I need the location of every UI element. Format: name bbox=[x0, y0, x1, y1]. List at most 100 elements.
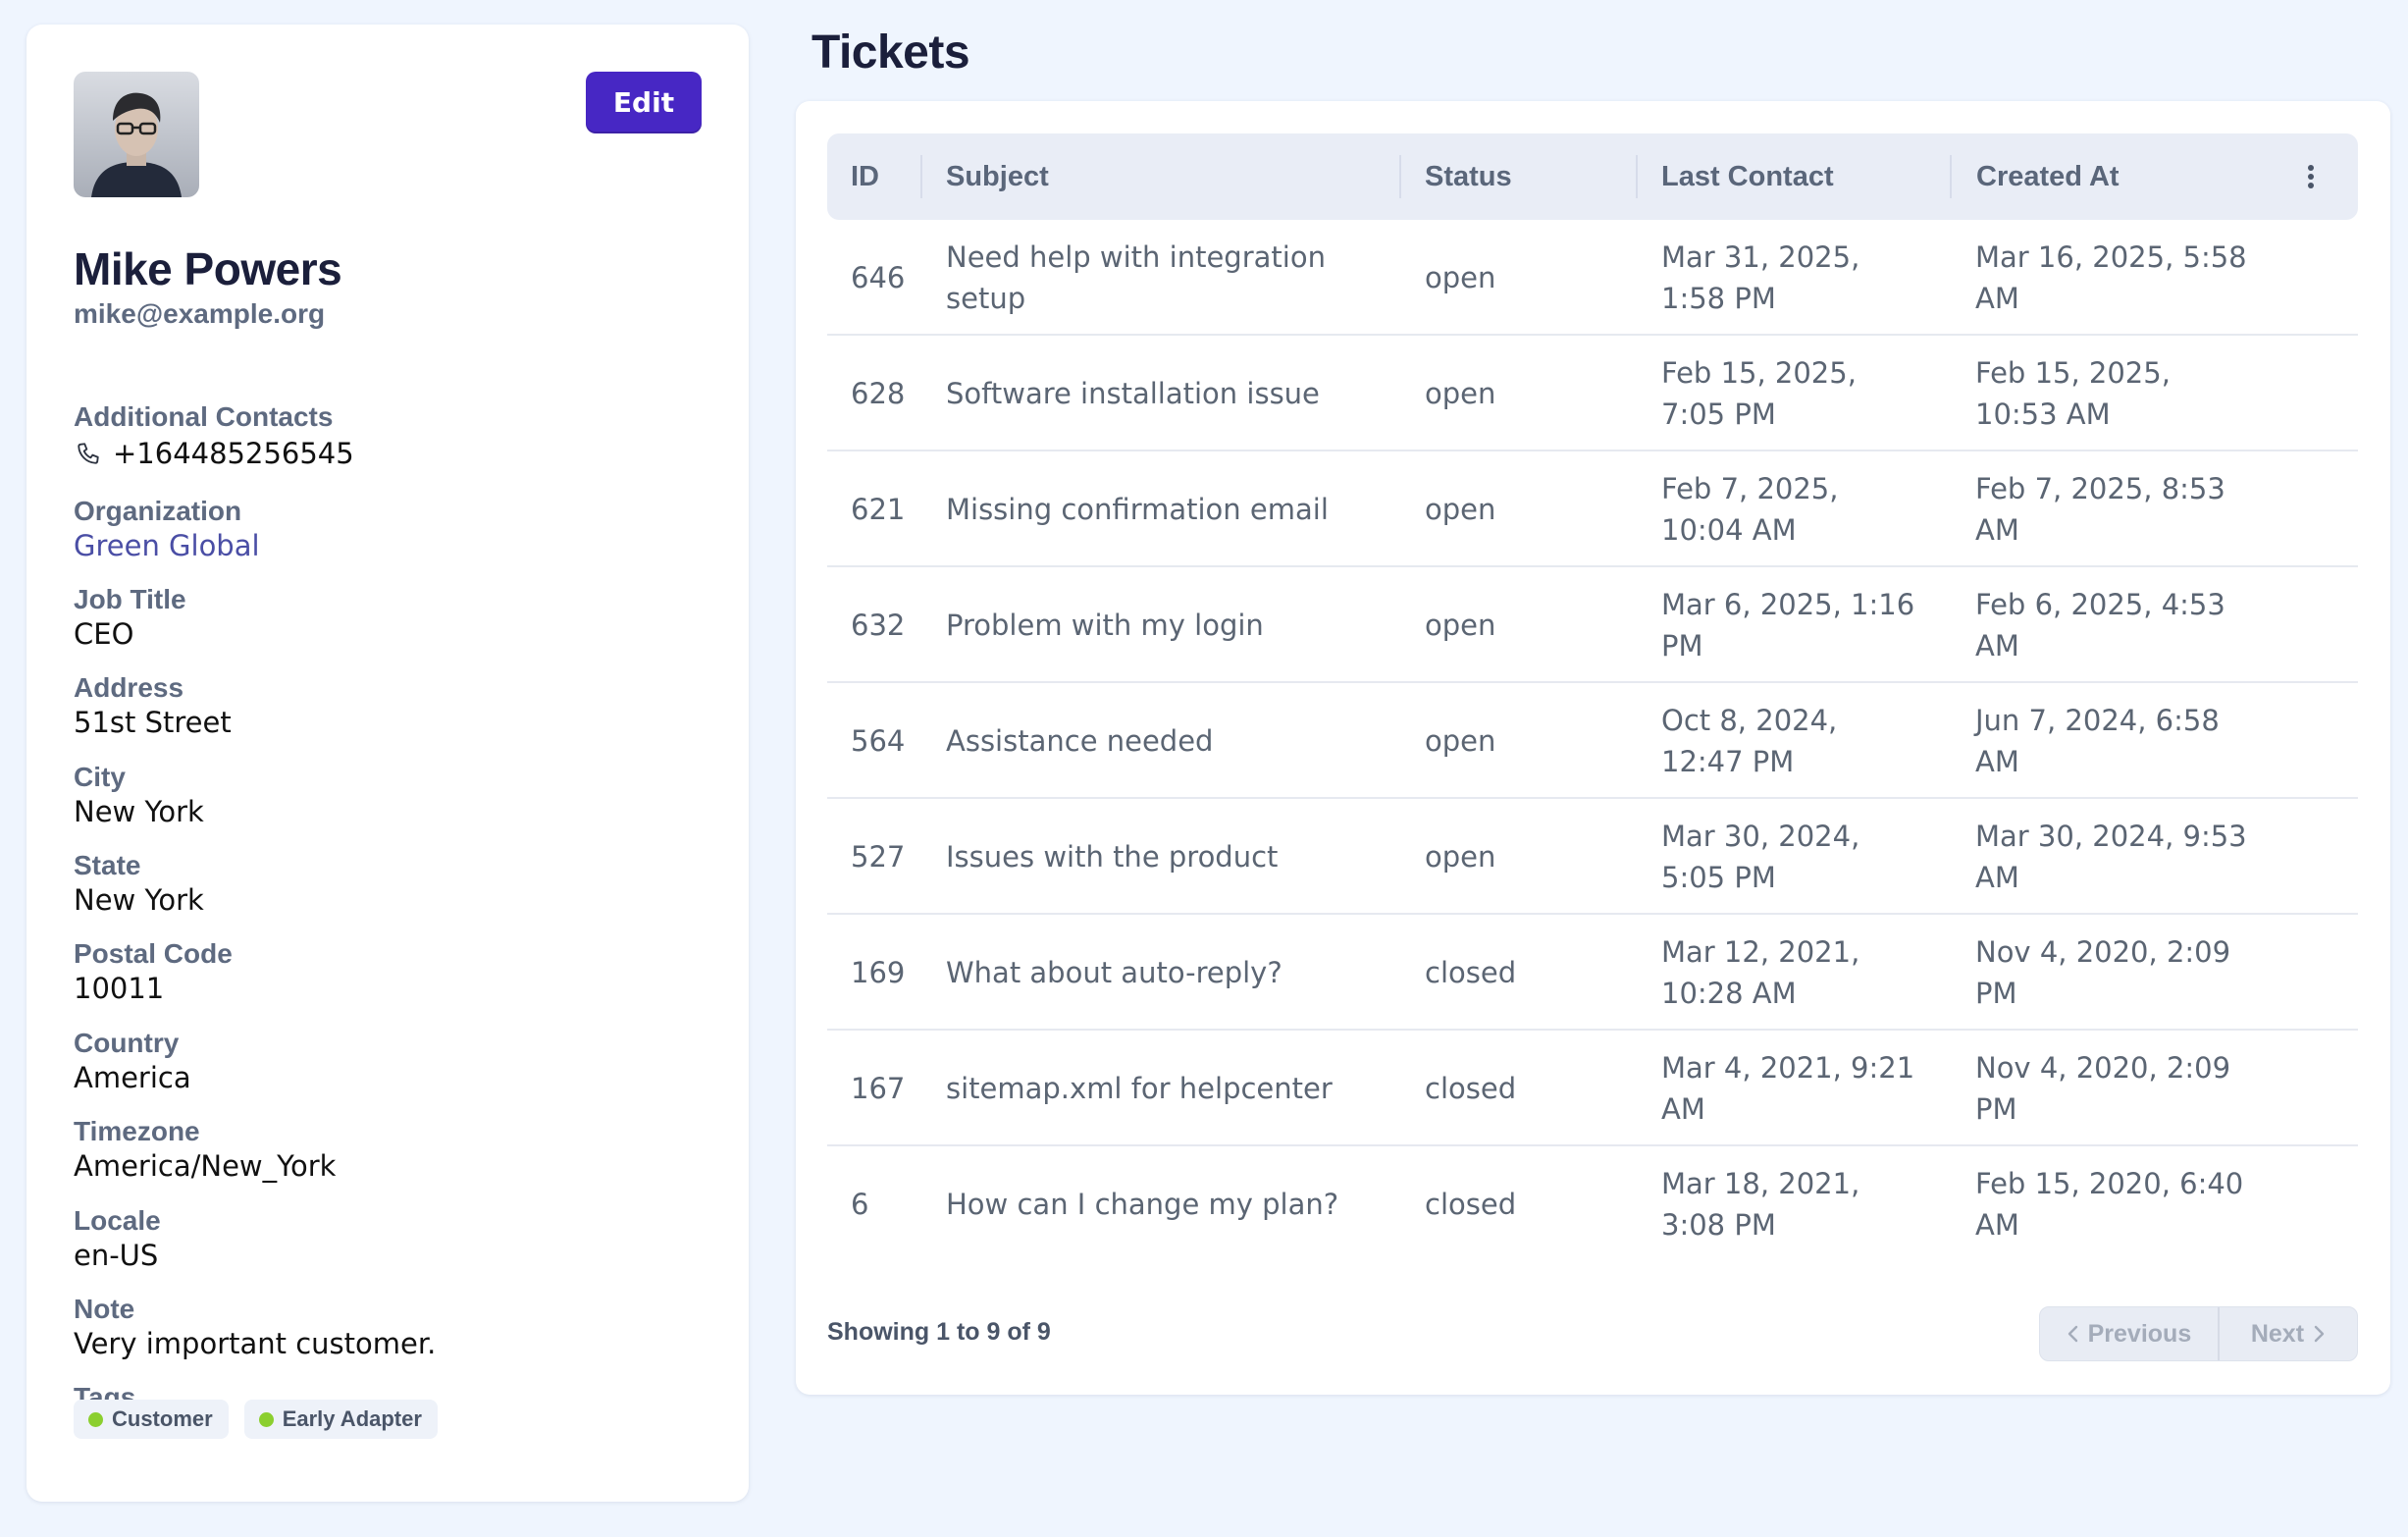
contact-email: mike@example.org bbox=[74, 298, 326, 329]
tag-label: Customer bbox=[112, 1406, 213, 1431]
note-label: Note bbox=[74, 1294, 135, 1324]
ticket-last-contact: Mar 30, 2024, 5:05 PM bbox=[1661, 820, 1860, 894]
ticket-id: 169 bbox=[851, 956, 906, 989]
ticket-id: 632 bbox=[851, 609, 906, 642]
next-page-button[interactable]: Next bbox=[2220, 1307, 2357, 1360]
tag-early-adapter[interactable]: Early Adapter bbox=[243, 1400, 438, 1439]
ticket-last-contact: Feb 7, 2025, 10:04 AM bbox=[1661, 472, 1839, 547]
column-header-subject[interactable]: Subject bbox=[946, 160, 1049, 192]
locale-value: en-US bbox=[74, 1239, 159, 1272]
ticket-status: open bbox=[1425, 724, 1496, 758]
phone-number: +164485256545 bbox=[113, 437, 354, 470]
column-divider bbox=[1636, 155, 1638, 198]
address-label: Address bbox=[74, 672, 184, 703]
ticket-created-at: Feb 15, 2025, 10:53 AM bbox=[1975, 356, 2171, 431]
country-label: Country bbox=[74, 1028, 180, 1058]
job-title-value: CEO bbox=[74, 617, 134, 651]
ticket-last-contact: Mar 31, 2025, 1:58 PM bbox=[1661, 240, 1860, 315]
ticket-id: 646 bbox=[851, 261, 906, 294]
organization-label: Organization bbox=[74, 496, 242, 526]
ticket-subject: sitemap.xml for helpcenter bbox=[946, 1072, 1333, 1105]
table-row[interactable]: 167 sitemap.xml for helpcenter closed Ma… bbox=[827, 1031, 2358, 1146]
contact-name: Mike Powers bbox=[74, 243, 342, 294]
ticket-subject: How can I change my plan? bbox=[946, 1188, 1339, 1221]
organization-link[interactable]: Green Global bbox=[74, 529, 260, 562]
previous-label: Previous bbox=[2087, 1319, 2192, 1348]
address-value: 51st Street bbox=[74, 706, 232, 739]
page-title: Tickets bbox=[811, 26, 970, 79]
table-row[interactable]: 169 What about auto-reply? closed Mar 12… bbox=[827, 915, 2358, 1031]
column-header-status[interactable]: Status bbox=[1425, 160, 1512, 192]
table-row[interactable]: 621 Missing confirmation email open Feb … bbox=[827, 451, 2358, 567]
tag-status-dot bbox=[258, 1411, 274, 1427]
ticket-id: 564 bbox=[851, 724, 906, 758]
table-row[interactable]: 564 Assistance needed open Oct 8, 2024, … bbox=[827, 683, 2358, 799]
ticket-subject: Missing confirmation email bbox=[946, 493, 1329, 526]
table-header: ID Subject Status Last Contact Created A… bbox=[827, 133, 2358, 220]
job-title-label: Job Title bbox=[74, 584, 186, 614]
ticket-status: closed bbox=[1425, 1072, 1517, 1105]
state-value: New York bbox=[74, 883, 204, 917]
phone-contact: +164485256545 bbox=[74, 437, 354, 470]
country-value: America bbox=[74, 1061, 191, 1094]
ticket-created-at: Feb 6, 2025, 4:53 AM bbox=[1975, 588, 2225, 662]
phone-icon bbox=[78, 443, 99, 464]
more-vertical-icon[interactable] bbox=[2296, 161, 2326, 192]
ticket-created-at: Feb 7, 2025, 8:53 AM bbox=[1975, 472, 2225, 547]
ticket-id: 527 bbox=[851, 840, 906, 874]
chevron-right-icon bbox=[2314, 1325, 2325, 1343]
tickets-table-body: 646 Need help with integration setup ope… bbox=[827, 220, 2358, 1262]
table-row[interactable]: 6 How can I change my plan? closed Mar 1… bbox=[827, 1146, 2358, 1262]
table-row[interactable]: 527 Issues with the product open Mar 30,… bbox=[827, 799, 2358, 915]
column-header-last-contact[interactable]: Last Contact bbox=[1661, 160, 1834, 192]
next-label: Next bbox=[2250, 1319, 2305, 1348]
ticket-subject: Software installation issue bbox=[946, 377, 1320, 410]
pagination: Previous Next bbox=[2039, 1306, 2358, 1361]
table-row[interactable]: 628 Software installation issue open Feb… bbox=[827, 336, 2358, 451]
ticket-subject: Problem with my login bbox=[946, 609, 1264, 642]
column-divider bbox=[920, 155, 922, 198]
ticket-status: open bbox=[1425, 377, 1496, 410]
postal-code-label: Postal Code bbox=[74, 938, 233, 969]
tickets-table-card: ID Subject Status Last Contact Created A… bbox=[796, 101, 2390, 1395]
tag-label: Early Adapter bbox=[282, 1406, 422, 1431]
timezone-label: Timezone bbox=[74, 1116, 200, 1146]
locale-label: Locale bbox=[74, 1205, 161, 1236]
column-header-id[interactable]: ID bbox=[851, 160, 879, 192]
avatar-image bbox=[74, 72, 199, 197]
ticket-id: 628 bbox=[851, 377, 906, 410]
avatar bbox=[74, 72, 199, 197]
table-row[interactable]: 632 Problem with my login open Mar 6, 20… bbox=[827, 567, 2358, 683]
ticket-status: open bbox=[1425, 261, 1496, 294]
table-row[interactable]: 646 Need help with integration setup ope… bbox=[827, 220, 2358, 336]
column-divider bbox=[1399, 155, 1401, 198]
ticket-last-contact: Mar 12, 2021, 10:28 AM bbox=[1661, 935, 1860, 1010]
postal-code-value: 10011 bbox=[74, 972, 165, 1005]
note-value: Very important customer. bbox=[74, 1327, 437, 1360]
city-label: City bbox=[74, 762, 126, 792]
tags-list: Customer Early Adapter bbox=[74, 1400, 438, 1439]
ticket-last-contact: Mar 4, 2021, 9:21 AM bbox=[1661, 1051, 1915, 1126]
ticket-status: closed bbox=[1425, 1188, 1517, 1221]
tag-customer[interactable]: Customer bbox=[74, 1400, 229, 1439]
ticket-created-at: Feb 15, 2020, 6:40 AM bbox=[1975, 1167, 2244, 1242]
edit-button[interactable]: Edit bbox=[586, 72, 702, 133]
contact-profile-card: Edit Mike Powers mike@example.org Additi… bbox=[26, 25, 749, 1502]
ticket-created-at: Mar 16, 2025, 5:58 AM bbox=[1975, 240, 2247, 315]
chevron-left-icon bbox=[2068, 1325, 2077, 1343]
ticket-last-contact: Mar 18, 2021, 3:08 PM bbox=[1661, 1167, 1860, 1242]
city-value: New York bbox=[74, 795, 204, 828]
tag-status-dot bbox=[88, 1411, 103, 1427]
column-header-created-at[interactable]: Created At bbox=[1976, 160, 2120, 192]
additional-contacts-label: Additional Contacts bbox=[74, 401, 334, 432]
ticket-subject: Need help with integration setup bbox=[946, 240, 1326, 315]
ticket-last-contact: Oct 8, 2024, 12:47 PM bbox=[1661, 704, 1838, 778]
ticket-status: open bbox=[1425, 609, 1496, 642]
ticket-subject: Assistance needed bbox=[946, 724, 1214, 758]
column-divider bbox=[1950, 155, 1952, 198]
timezone-value: America/New_York bbox=[74, 1149, 337, 1183]
ticket-id: 167 bbox=[851, 1072, 906, 1105]
ticket-created-at: Nov 4, 2020, 2:09 PM bbox=[1975, 935, 2231, 1010]
previous-page-button[interactable]: Previous bbox=[2040, 1307, 2220, 1360]
